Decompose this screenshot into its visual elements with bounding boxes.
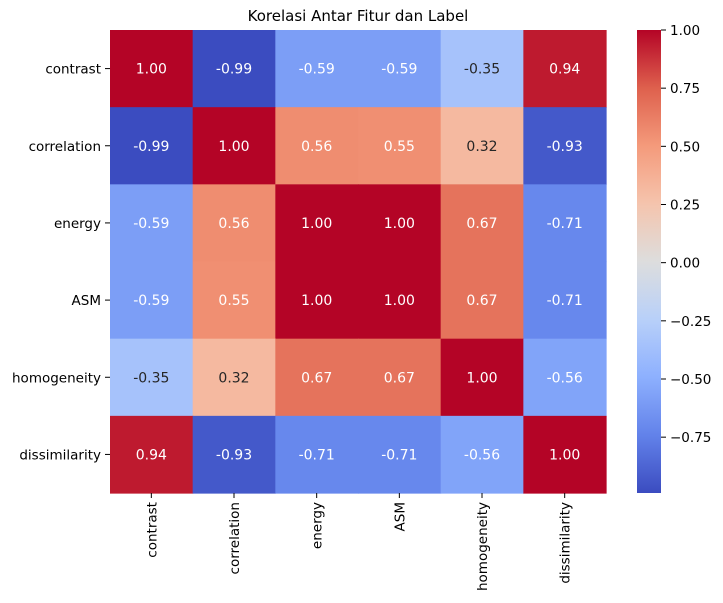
heatmap-cell [275, 107, 359, 185]
heatmap-cell [523, 107, 607, 185]
cell-value-label: -0.93 [216, 447, 252, 463]
x-tick-label: contrast [144, 502, 160, 558]
heatmap-cell [110, 415, 194, 494]
colorbar-tick-label: 0.25 [670, 198, 700, 214]
cell-value-label: 0.67 [384, 370, 415, 386]
heatmap-cell [523, 338, 607, 417]
y-tick-label: correlation [29, 139, 101, 155]
heatmap-cell [192, 415, 276, 494]
heatmap-cell [275, 184, 359, 263]
cell-value-label: 0.94 [549, 62, 580, 78]
heatmap-cell [110, 107, 194, 185]
cell-value-label: -0.71 [381, 447, 417, 463]
cell-value-label: -0.99 [216, 62, 252, 78]
heatmap-cell [440, 107, 524, 185]
cell-value-label: 0.32 [466, 139, 497, 155]
cell-value-label: 0.55 [384, 139, 415, 155]
x-tick-label: energy [310, 502, 326, 549]
heatmap-cell [523, 415, 607, 494]
heatmap-cell [523, 261, 607, 340]
heatmap-cell [358, 30, 442, 108]
heatmap-cell [440, 30, 524, 108]
cell-value-label: 1.00 [384, 293, 415, 309]
y-tick-label: ASM [72, 293, 101, 309]
heatmap-cell [110, 184, 194, 263]
cell-value-label: -0.59 [133, 293, 169, 309]
cell-value-label: 0.55 [218, 293, 249, 309]
heatmap-cell [110, 261, 194, 340]
heatmap-cell [192, 338, 276, 417]
cell-value-label: 0.56 [301, 139, 332, 155]
y-tick-label: homogeneity [12, 370, 101, 386]
heatmap-cell [192, 30, 276, 108]
heatmap-cell [523, 30, 607, 108]
cell-value-label: 0.67 [301, 370, 332, 386]
cell-value-label: -0.71 [547, 216, 583, 232]
colorbar-tick-label: 0.50 [670, 139, 700, 155]
cell-value-label: -0.56 [547, 370, 583, 386]
cell-value-label: 1.00 [384, 216, 415, 232]
cell-value-label: -0.59 [299, 62, 335, 78]
cell-value-label: -0.35 [133, 370, 169, 386]
cell-value-label: -0.93 [547, 139, 583, 155]
colorbar-tick-label: −0.50 [670, 372, 711, 388]
colorbar-tick-label: −0.75 [670, 430, 711, 446]
heatmap-cell [192, 184, 276, 263]
cell-value-label: 1.00 [301, 293, 332, 309]
cell-value-label: -0.35 [464, 62, 500, 78]
heatmap-cell [192, 107, 276, 185]
x-tick-label: correlation [227, 502, 243, 574]
y-tick-label: contrast [45, 62, 101, 78]
cell-value-label: -0.71 [299, 447, 335, 463]
heatmap-cell [275, 261, 359, 340]
cell-value-label: 1.00 [218, 139, 249, 155]
heatmap-cell [358, 415, 442, 494]
cell-value-label: -0.56 [464, 447, 500, 463]
heatmap-cell [358, 184, 442, 263]
cell-value-label: -0.71 [547, 293, 583, 309]
heatmap-cell [275, 30, 359, 108]
colorbar [637, 30, 661, 493]
heatmap-cell [110, 30, 194, 108]
heatmap-cell [440, 415, 524, 494]
heatmap-cell [275, 415, 359, 494]
cell-value-label: 0.32 [218, 370, 249, 386]
colorbar-tick-label: 0.00 [670, 256, 700, 272]
cell-value-label: -0.99 [133, 139, 169, 155]
y-tick-label: energy [54, 216, 101, 232]
heatmap-cell [192, 261, 276, 340]
cell-value-label: 1.00 [549, 447, 580, 463]
colorbar-tick-label: 1.00 [670, 23, 700, 39]
x-tick-label: dissimilarity [558, 502, 574, 584]
cell-value-label: 0.94 [136, 447, 167, 463]
heatmap-cell [358, 107, 442, 185]
x-tick-label: ASM [392, 502, 408, 531]
cell-value-label: 0.67 [466, 293, 497, 309]
heatmap-cell [440, 261, 524, 340]
heatmap-cell [523, 184, 607, 263]
cell-value-label: 0.67 [466, 216, 497, 232]
colorbar-tick-label: −0.25 [670, 314, 711, 330]
cell-value-label: 0.56 [218, 216, 249, 232]
colorbar-tick-label: 0.75 [670, 81, 700, 97]
heatmap-cell [358, 338, 442, 417]
heatmap-cell [110, 338, 194, 417]
heatmap-cell [440, 184, 524, 263]
heatmap-cell [358, 261, 442, 340]
y-tick-label: dissimilarity [19, 447, 101, 463]
chart-title: Korelasi Antar Fitur dan Label [247, 7, 469, 25]
heatmap-cell [440, 338, 524, 417]
cell-value-label: 1.00 [301, 216, 332, 232]
cell-value-label: 1.00 [466, 370, 497, 386]
cell-value-label: -0.59 [133, 216, 169, 232]
heatmap-cell [275, 338, 359, 417]
x-tick-label: homogeneity [475, 502, 491, 591]
cell-value-label: -0.59 [381, 62, 417, 78]
cell-value-label: 1.00 [136, 62, 167, 78]
